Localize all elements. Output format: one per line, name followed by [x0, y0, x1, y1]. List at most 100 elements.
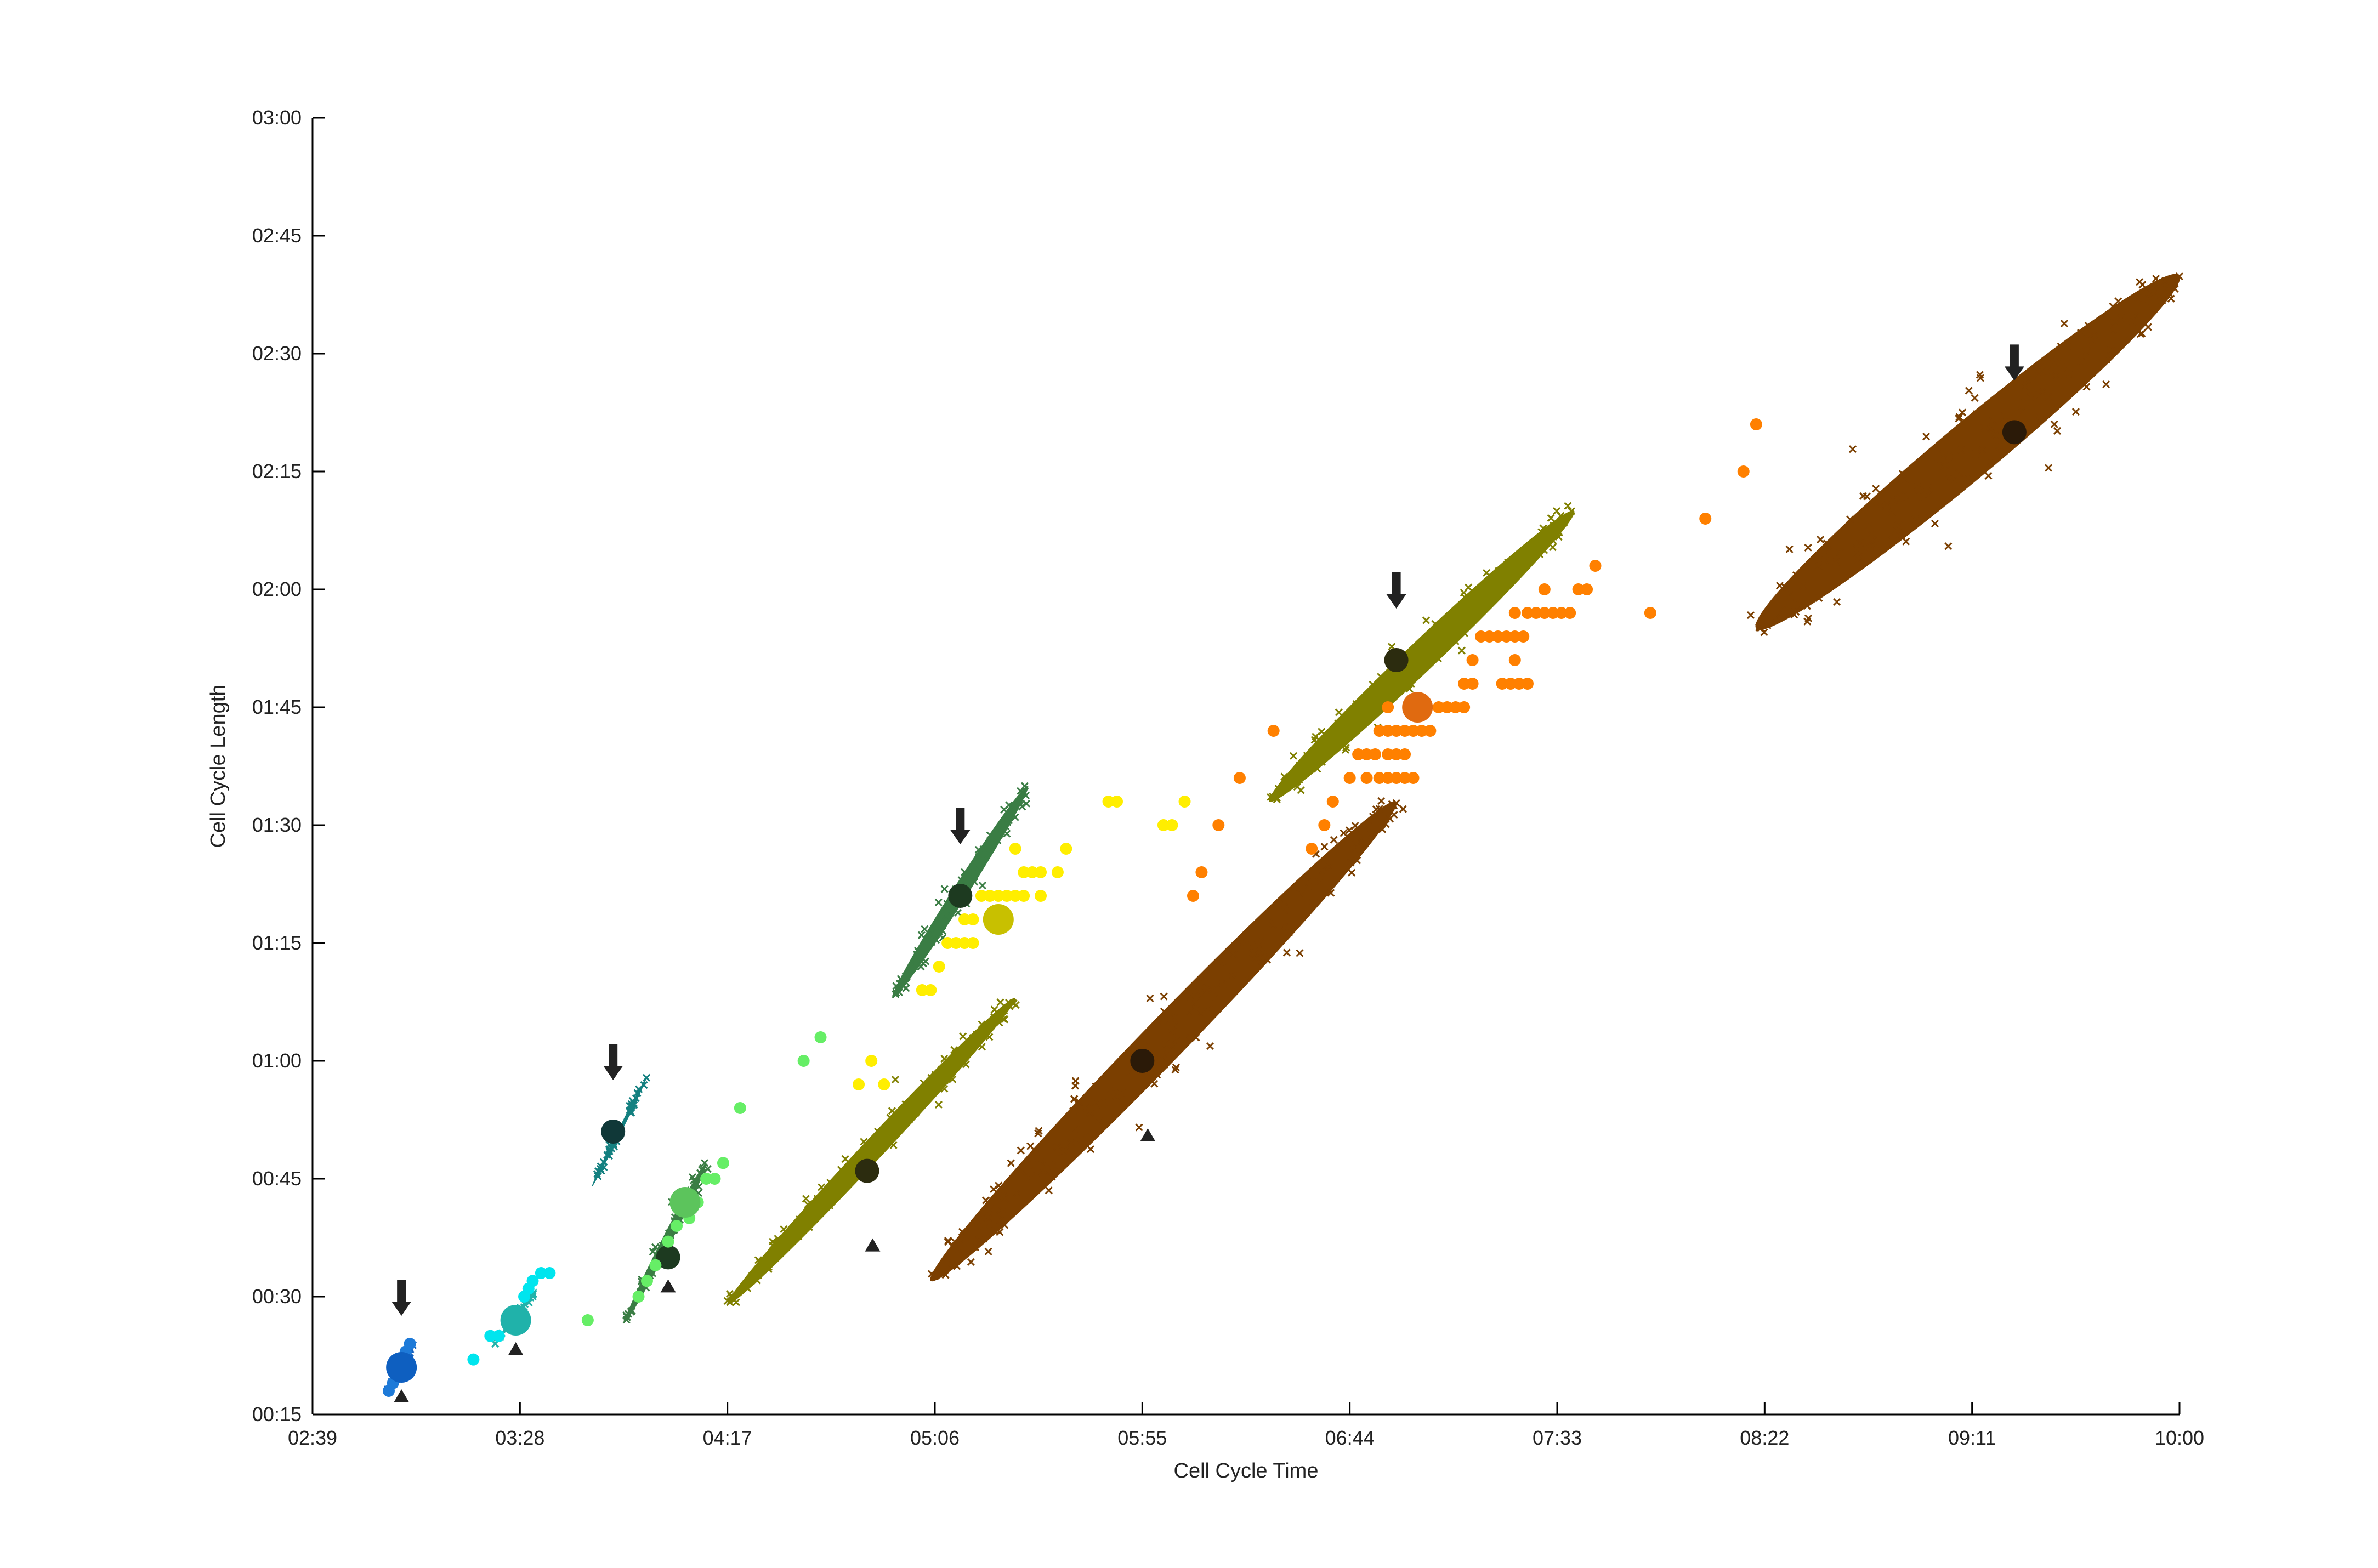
data-point — [1500, 630, 1513, 643]
data-point — [992, 890, 1004, 902]
cluster-center-marker — [601, 1120, 626, 1144]
cluster-cross-marks — [1746, 272, 2183, 637]
y-axis-ticks: 00:15 00:30 00:45 01:00 01:15 01:30 01:45 02:00… — [252, 106, 325, 1425]
data-point — [1035, 866, 1047, 878]
cluster-center-marker — [1384, 648, 1409, 672]
data-point — [1449, 701, 1462, 713]
scatter-series-1 — [467, 1267, 556, 1366]
data-point — [1326, 796, 1339, 808]
x-tick-label: 03:28 — [495, 1427, 544, 1449]
data-point — [1547, 607, 1559, 619]
data-point — [581, 1314, 594, 1326]
data-point — [1051, 866, 1064, 878]
data-point — [1390, 772, 1403, 784]
y-tick-label: 01:30 — [252, 814, 302, 836]
cluster-center-marker — [656, 1245, 680, 1270]
cluster-center-marker — [855, 1158, 879, 1183]
scatter-series-0 — [382, 1338, 417, 1397]
data-point — [1508, 654, 1521, 666]
down-arrow-icon — [2004, 344, 2024, 381]
data-point — [484, 1330, 497, 1342]
data-point — [1060, 843, 1072, 855]
x-tick-label: 04:17 — [703, 1427, 752, 1449]
data-point — [1466, 654, 1479, 666]
data-point — [1399, 772, 1411, 784]
triangle-marker — [394, 1389, 410, 1402]
data-point — [1441, 701, 1454, 713]
cluster-cross-marks — [723, 998, 1020, 1306]
data-point — [522, 1282, 535, 1295]
cluster-2 — [592, 1044, 651, 1187]
data-point — [1517, 630, 1530, 643]
cluster-body — [1269, 510, 1575, 802]
data-point — [1407, 772, 1420, 784]
data-point — [1564, 607, 1576, 619]
data-point — [878, 1078, 890, 1090]
data-point — [708, 1173, 721, 1185]
data-point — [1360, 772, 1373, 784]
data-point — [967, 913, 979, 925]
data-point — [1382, 725, 1394, 737]
triangle-marker — [1140, 1128, 1156, 1141]
data-point — [975, 890, 987, 902]
y-tick-label: 01:15 — [252, 931, 302, 954]
data-point — [1581, 583, 1593, 595]
cluster-cross-marks — [927, 797, 1407, 1280]
data-point — [1466, 678, 1479, 690]
data-point — [717, 1157, 729, 1169]
data-point — [865, 1055, 878, 1067]
cluster-5 — [892, 782, 1030, 998]
y-tick-label: 03:00 — [252, 106, 302, 129]
y-tick-label: 02:45 — [252, 224, 302, 247]
data-point — [1589, 560, 1602, 572]
data-point — [662, 1235, 674, 1248]
y-tick-label: 00:15 — [252, 1403, 302, 1425]
data-point — [1483, 630, 1496, 643]
x-axis-ticks: 02:39 03:28 04:17 05:06 05:55 06:44 07:33 08:22… — [288, 1402, 2204, 1449]
down-arrow-icon — [950, 808, 971, 844]
data-point — [1212, 819, 1225, 831]
data-point — [1750, 418, 1762, 430]
data-point — [967, 937, 979, 949]
data-point — [1407, 725, 1420, 737]
data-point — [1306, 843, 1318, 855]
data-point — [1530, 607, 1542, 619]
data-point — [1369, 748, 1381, 760]
data-point — [1521, 607, 1534, 619]
series-mean-marker — [1402, 692, 1433, 723]
data-point — [1018, 866, 1030, 878]
x-tick-label: 10:00 — [2155, 1427, 2204, 1449]
x-tick-label: 09:11 — [1948, 1427, 1996, 1449]
scatter-series-3 — [853, 796, 1191, 1090]
data-point — [1009, 843, 1021, 855]
data-point — [649, 1259, 662, 1271]
data-point — [1343, 772, 1356, 784]
data-point — [1521, 678, 1534, 690]
data-point — [1415, 725, 1428, 737]
data-point — [1018, 890, 1030, 902]
data-point — [1166, 819, 1178, 831]
data-point — [1505, 678, 1517, 690]
data-point — [1572, 583, 1585, 595]
data-point — [1195, 866, 1208, 878]
data-point — [1382, 772, 1394, 784]
down-arrow-icon — [391, 1280, 412, 1316]
data-point — [1508, 607, 1521, 619]
data-point — [814, 1031, 827, 1043]
data-point — [734, 1102, 746, 1114]
plot-area — [382, 272, 2183, 1402]
data-point — [535, 1267, 547, 1279]
data-point — [1382, 748, 1394, 760]
scatter-series-2 — [581, 1031, 827, 1326]
data-point — [984, 890, 996, 902]
data-point — [958, 913, 971, 925]
data-point — [1157, 819, 1170, 831]
series-mean-marker — [500, 1305, 531, 1336]
series-mean-marker — [669, 1187, 701, 1218]
data-point — [1111, 796, 1123, 808]
data-point — [1432, 701, 1445, 713]
data-point — [1187, 890, 1199, 902]
series-mean-marker — [386, 1352, 417, 1383]
data-point — [1538, 607, 1551, 619]
